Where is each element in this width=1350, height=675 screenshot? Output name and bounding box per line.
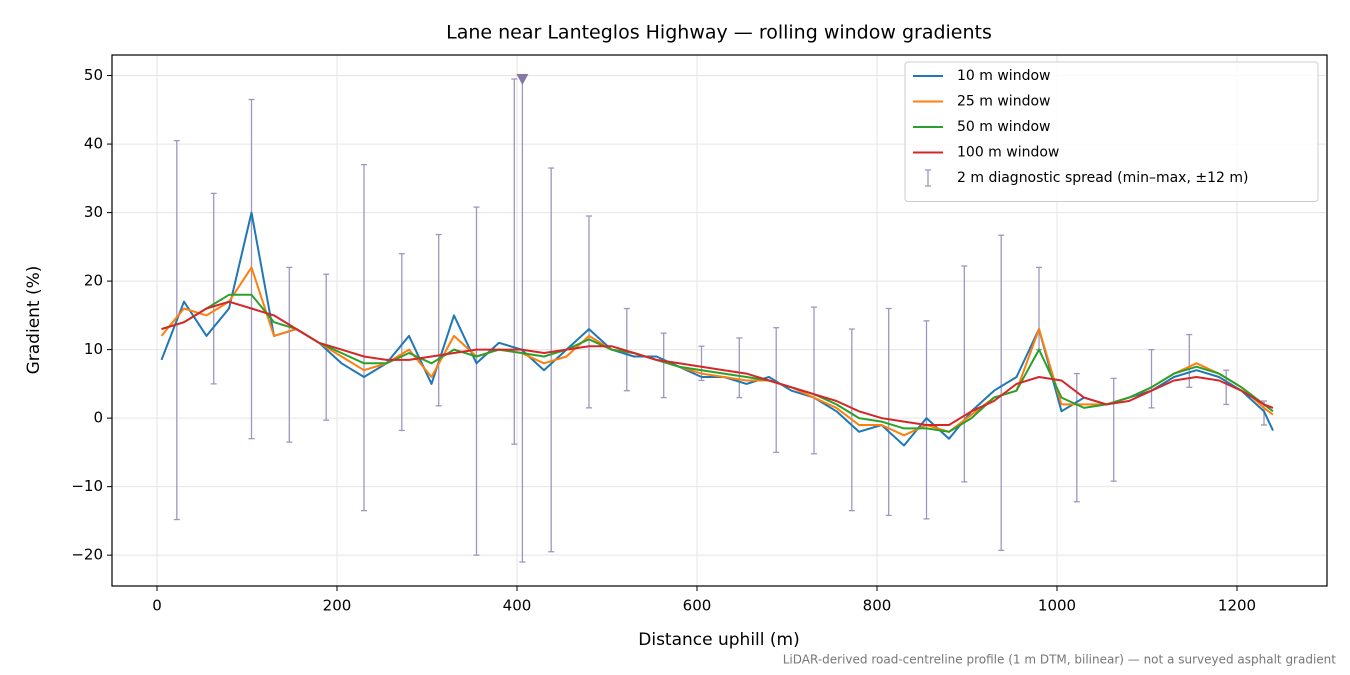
y-tick-label: 10	[84, 340, 103, 358]
error-bar	[210, 192, 217, 385]
series-line	[161, 293, 1274, 433]
x-axis-label: Distance uphill (m)	[638, 630, 799, 650]
x-tick-label: 0	[152, 597, 162, 615]
error-bar	[1148, 348, 1155, 409]
error-bar	[998, 234, 1005, 552]
error-bar	[773, 327, 780, 454]
series-line	[160, 266, 1274, 437]
legend-label: 100 m window	[957, 145, 1059, 161]
error-bar	[398, 253, 405, 432]
legend-label: 25 m window	[957, 94, 1050, 110]
legend-label: 50 m window	[957, 119, 1050, 135]
error-bar	[586, 215, 592, 409]
chart-title: Lane near Lanteglos Highway — rolling wi…	[446, 22, 992, 44]
legend-label: 10 m window	[957, 68, 1050, 84]
error-bar	[1073, 372, 1080, 503]
error-bar	[361, 163, 367, 512]
y-tick-label: 20	[84, 272, 103, 290]
y-tick-label: 40	[84, 135, 103, 153]
error-bar	[548, 167, 555, 553]
error-bar	[473, 206, 480, 556]
error-bar	[435, 233, 442, 407]
error-bar	[519, 74, 526, 563]
y-tick-label: −10	[71, 477, 103, 495]
series-line	[160, 211, 1274, 447]
x-tick-label: 600	[683, 597, 712, 615]
x-tick-label: 200	[323, 597, 352, 615]
y-tick-label: 50	[84, 66, 103, 84]
x-tick-label: 1200	[1218, 597, 1256, 615]
plot-frame	[111, 54, 1328, 587]
error-bar	[660, 332, 667, 399]
error-bar	[923, 320, 930, 520]
footnote: LiDAR-derived road-centreline profile (1…	[783, 653, 1337, 667]
x-tick-label: 400	[503, 597, 532, 615]
error-bar	[173, 139, 180, 521]
marker	[516, 73, 529, 85]
error-bar	[1223, 369, 1230, 406]
y-tick-label: −20	[71, 546, 103, 564]
error-bar	[885, 307, 892, 517]
series-line	[161, 300, 1274, 426]
error-bar	[961, 265, 968, 483]
x-tick-label: 800	[863, 597, 892, 615]
error-bar	[811, 306, 817, 455]
legend-label: 2 m diagnostic spread (min–max, ±12 m)	[957, 170, 1248, 186]
error-bar	[1110, 377, 1117, 482]
error-bar	[698, 345, 705, 382]
error-bar	[286, 266, 293, 443]
error-bar	[736, 337, 743, 399]
x-tick-label: 1000	[1038, 597, 1076, 615]
y-axis-label: Gradient (%)	[24, 266, 44, 375]
legend-box	[904, 61, 1319, 202]
y-tick-label: 0	[93, 409, 103, 427]
error-bar	[511, 78, 518, 445]
y-tick-label: 30	[84, 203, 103, 221]
error-bar	[623, 307, 630, 392]
